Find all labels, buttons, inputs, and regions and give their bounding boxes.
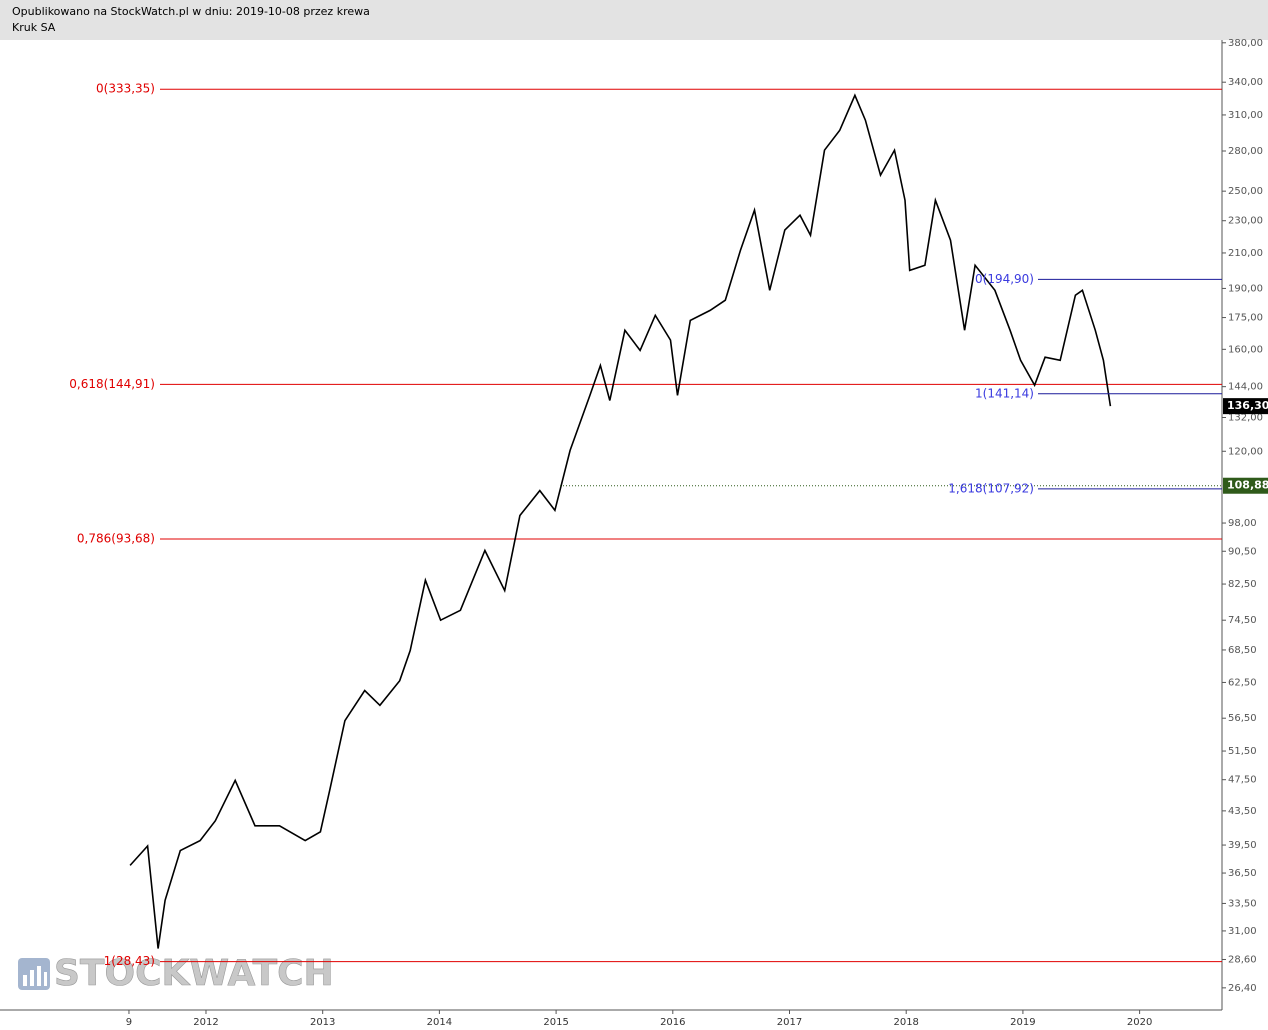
y-tick-label: 250,00 <box>1228 186 1263 197</box>
y-tick-label: 51,50 <box>1228 746 1257 757</box>
x-tick-label: 2020 <box>1127 1017 1152 1028</box>
y-tick-label: 56,50 <box>1228 713 1257 724</box>
fib-label: 1(28,43) <box>104 954 155 968</box>
y-tick-label: 62,50 <box>1228 677 1257 688</box>
y-tick-label: 36,50 <box>1228 868 1257 879</box>
y-tick-label: 144,00 <box>1228 382 1263 393</box>
y-tick-label: 26,40 <box>1228 983 1257 994</box>
y-tick-label: 43,50 <box>1228 806 1257 817</box>
y-tick-label: 340,00 <box>1228 77 1263 88</box>
fib-label: 0,618(144,91) <box>69 377 155 391</box>
x-tick-label: 2015 <box>543 1017 568 1028</box>
y-tick-label: 120,00 <box>1228 446 1263 457</box>
y-tick-label: 47,50 <box>1228 775 1257 786</box>
y-tick-label: 33,50 <box>1228 898 1257 909</box>
header-bar <box>0 0 1268 40</box>
fib-label: 1,618(107,92) <box>948 481 1034 495</box>
y-tick-label: 74,50 <box>1228 615 1257 626</box>
x-tick-label: 2017 <box>777 1017 802 1028</box>
watermark: STOCKWATCH <box>54 953 334 994</box>
y-tick-label: 28,60 <box>1228 954 1257 965</box>
y-tick-label: 210,00 <box>1228 248 1263 259</box>
y-tick-label: 175,00 <box>1228 313 1263 324</box>
x-tick-label: 2013 <box>310 1017 335 1028</box>
x-tick-label: 2016 <box>660 1017 685 1028</box>
y-tick-label: 68,50 <box>1228 645 1257 656</box>
price-line <box>129 93 1112 949</box>
fib-label: 0(333,35) <box>96 82 155 96</box>
x-tick-label: 9 <box>126 1017 132 1028</box>
y-tick-label: 190,00 <box>1228 283 1263 294</box>
x-tick-label: 2012 <box>193 1017 218 1028</box>
y-tick-label: 310,00 <box>1228 110 1263 121</box>
price-tag-label: 136,30 <box>1227 399 1268 412</box>
y-tick-label: 230,00 <box>1228 216 1263 227</box>
price-tag <box>1223 398 1268 415</box>
y-tick-label: 280,00 <box>1228 146 1263 157</box>
fib-label: 0,786(93,68) <box>77 532 155 546</box>
price-tag <box>1223 477 1268 494</box>
y-tick-label: 160,00 <box>1228 344 1263 355</box>
y-tick-label: 90,50 <box>1228 546 1257 557</box>
fib-label: 0(194,90) <box>975 272 1034 286</box>
y-tick-label: 98,00 <box>1228 518 1257 529</box>
y-tick-label: 82,50 <box>1228 579 1257 590</box>
subtitle: Opublikowano na StockWatch.pl w dniu: 20… <box>12 5 370 18</box>
y-tick-label: 132,00 <box>1228 412 1263 423</box>
watermark-icon <box>18 958 50 990</box>
x-tick-label: 2014 <box>427 1017 452 1028</box>
y-tick-label: 39,50 <box>1228 840 1257 851</box>
x-tick-label: 2019 <box>1010 1017 1035 1028</box>
fib-label: 1(141,14) <box>975 386 1034 400</box>
title: Kruk SA <box>12 21 56 34</box>
y-tick-label: 380,00 <box>1228 38 1263 49</box>
y-tick-label: 31,00 <box>1228 926 1257 937</box>
x-tick-label: 2018 <box>893 1017 918 1028</box>
price-tag-label: 108,88 <box>1227 479 1268 492</box>
